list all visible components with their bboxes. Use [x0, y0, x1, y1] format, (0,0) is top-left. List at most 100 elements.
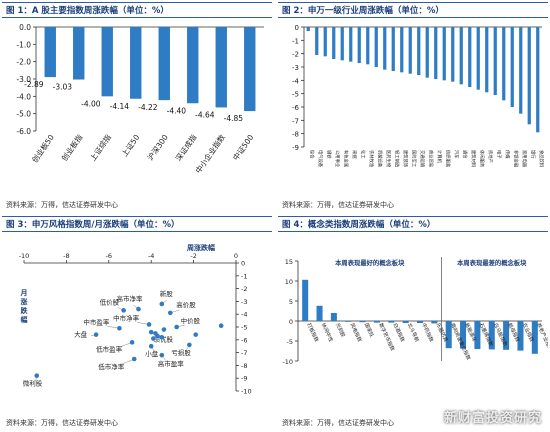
panel-1-title: 图 1：A 股主要指数周涨跌幅（单位：%）: [6, 6, 169, 16]
scatter-point: [159, 352, 165, 358]
bar: [517, 321, 524, 351]
bar: [510, 27, 514, 107]
y-axis-title-char: 月: [20, 289, 28, 297]
bar: [434, 27, 438, 79]
y-tick-label: -3: [292, 64, 299, 72]
leader-line: [186, 344, 190, 351]
category-label: 钢铁: [325, 150, 332, 159]
y-tick-label: 10: [285, 278, 293, 286]
scatter-point: [129, 340, 135, 345]
category-label: 深证成指: [173, 132, 199, 163]
category-label: 汽车: [453, 150, 460, 159]
scatter-point: [155, 333, 160, 339]
y-axis-title-char: 跌: [21, 306, 29, 315]
point-label: 新股: [160, 289, 174, 298]
point-label: 高市盈率: [158, 359, 185, 368]
category-label: 食品饮料: [538, 150, 545, 168]
category-label: 机械设备: [376, 150, 383, 168]
bar: [425, 27, 429, 78]
y-axis-title-char: 幅: [21, 315, 28, 324]
leader-line: [137, 322, 150, 325]
bar: [374, 27, 378, 67]
panel-4-title: 图 4：概念类指数周涨跌幅（单位：%）: [282, 220, 436, 230]
data-label: -4.14: [110, 102, 130, 111]
bar: [366, 27, 370, 65]
category-label: 采掘: [351, 150, 358, 159]
point-label: 高价股: [176, 300, 196, 309]
category-label: 房地产: [487, 150, 494, 163]
y-tick-label: -2.0: [16, 58, 31, 67]
y-tick-label: -10: [241, 388, 252, 396]
y-tick-label: -1: [241, 272, 247, 280]
y-tick-label: -4: [241, 311, 247, 319]
category-label: 综合: [308, 150, 315, 159]
y-tick-label: -5: [292, 91, 299, 99]
bar: [330, 313, 337, 321]
category-label: 通信: [461, 150, 468, 159]
bar: [357, 27, 361, 63]
category-label: 北斗导航: [406, 322, 421, 343]
bar: [442, 27, 446, 81]
data-label: -2.89: [24, 80, 44, 89]
panel-2-header: 图 2：申万一级行业周涨跌幅（单位：%）: [278, 2, 548, 18]
leader-line: [151, 346, 155, 352]
bar: [400, 27, 404, 73]
bar: [315, 27, 319, 55]
bar: [187, 27, 199, 104]
y-tick-label: -4.0: [16, 92, 31, 101]
bar: [474, 321, 481, 349]
bar: [373, 321, 380, 323]
leader-line: [161, 299, 167, 305]
point-label: 小盘: [145, 349, 159, 358]
point-label: 中市净率: [113, 313, 140, 322]
bar: [302, 279, 309, 321]
bar: [349, 27, 353, 62]
bar: [158, 27, 170, 101]
category-label: 医药生物: [385, 150, 392, 168]
point-label: 微利股: [23, 379, 43, 388]
x-tick-label: -4: [148, 252, 154, 260]
point-label: 低价股: [100, 297, 120, 306]
category-label: 国防军工: [410, 150, 417, 168]
bar: [306, 27, 310, 31]
scatter-point: [93, 332, 99, 337]
panel-3: 图 3：申万风格指数周/月涨跌幅（单位：%） -10 -8 -6 -4 -2 0 0 -1 -2…: [2, 216, 272, 428]
category-label: 创业板50: [29, 132, 56, 164]
y-tick-label: -5.0: [16, 110, 31, 119]
category-label: 上证综指: [87, 132, 113, 163]
bar: [383, 27, 387, 70]
category-label: 风电指数: [348, 322, 363, 343]
bar: [431, 321, 438, 324]
category-label: 轻工制造: [393, 150, 400, 168]
category-label: 有色金属: [342, 150, 349, 167]
point-label: 绩优股: [153, 334, 173, 343]
panel-3-header: 图 3：申万风格指数周/月涨跌幅（单位：%）: [2, 216, 272, 232]
bar: [101, 27, 113, 97]
leader-line: [107, 326, 120, 329]
scatter-point: [159, 301, 165, 307]
point-label: 低市净率: [98, 362, 125, 371]
point-label: 低市盈率: [96, 344, 123, 353]
bar: [485, 27, 489, 93]
y-tick-label: -3: [241, 298, 247, 306]
category-label: 公用事业: [334, 150, 341, 168]
bar: [345, 321, 352, 322]
bar: [316, 305, 323, 321]
bar: [519, 27, 523, 114]
bar: [340, 27, 344, 61]
scatter-point: [161, 327, 167, 332]
bar: [502, 27, 506, 101]
panel-1-source: 资料来源：万得，信达证券研发中心: [6, 201, 118, 209]
point-label: 中价股: [181, 316, 201, 325]
y-tick-label: 5: [289, 298, 293, 306]
bar: [445, 321, 452, 349]
data-label: -4.64: [195, 110, 215, 119]
leader-line: [91, 334, 97, 336]
style-index-scatter-chart: -10 -8 -6 -4 -2 00 -1 -2 -3 -4 -5 -6 -7 -8 -9 -10 周涨跌幅月涨…: [19, 243, 252, 396]
category-label: 白酒指数: [391, 322, 406, 343]
category-label: 打板指数: [305, 322, 320, 343]
best-group-annotation: 本周表现最好的概念板块: [334, 258, 405, 267]
category-label: 电子: [495, 150, 502, 159]
scatter-point: [193, 332, 199, 337]
category-label: 纺织服装: [444, 150, 451, 168]
